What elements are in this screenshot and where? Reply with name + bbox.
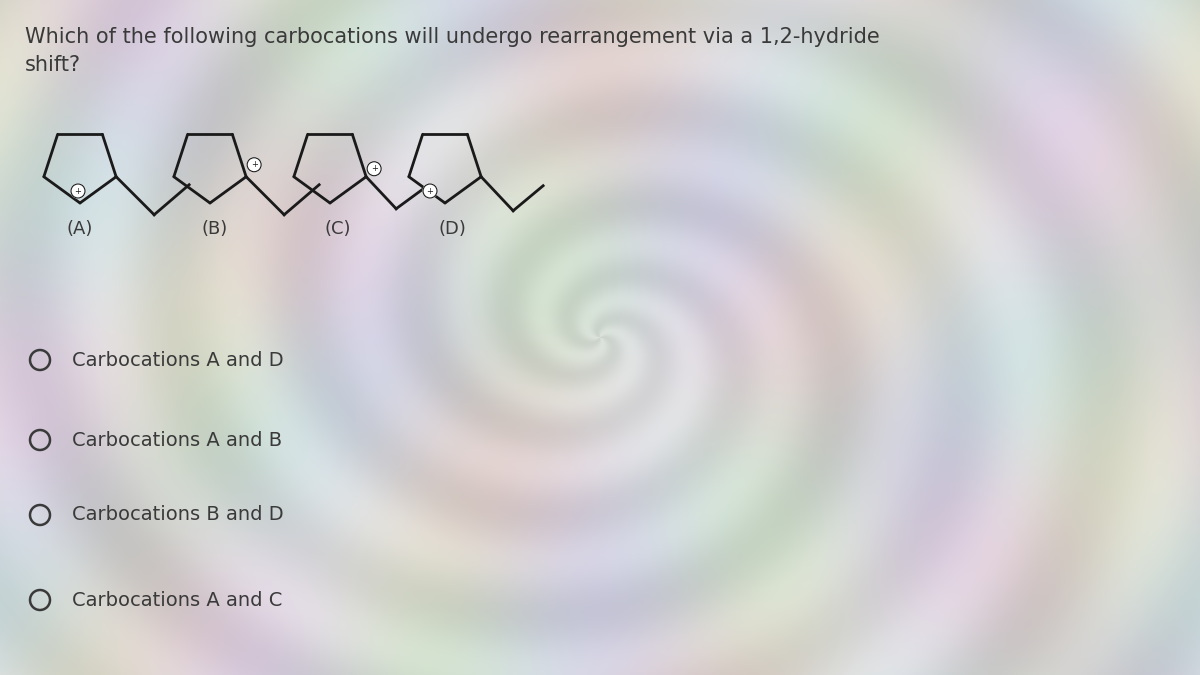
Text: +: +: [426, 186, 433, 196]
Text: Carbocations A and D: Carbocations A and D: [72, 350, 283, 369]
Circle shape: [367, 162, 382, 176]
Circle shape: [71, 184, 85, 198]
Text: (B): (B): [202, 220, 228, 238]
Text: (A): (A): [67, 220, 94, 238]
Circle shape: [424, 184, 437, 198]
Circle shape: [247, 158, 262, 171]
Text: Carbocations B and D: Carbocations B and D: [72, 506, 283, 524]
Text: +: +: [251, 160, 258, 169]
Text: +: +: [74, 186, 82, 196]
Text: Which of the following carbocations will undergo rearrangement via a 1,2-hydride: Which of the following carbocations will…: [25, 27, 880, 47]
Text: shift?: shift?: [25, 55, 82, 75]
Text: (C): (C): [325, 220, 352, 238]
Text: Carbocations A and C: Carbocations A and C: [72, 591, 282, 610]
Text: +: +: [371, 164, 378, 173]
Text: (D): (D): [438, 220, 466, 238]
Text: Carbocations A and B: Carbocations A and B: [72, 431, 282, 450]
